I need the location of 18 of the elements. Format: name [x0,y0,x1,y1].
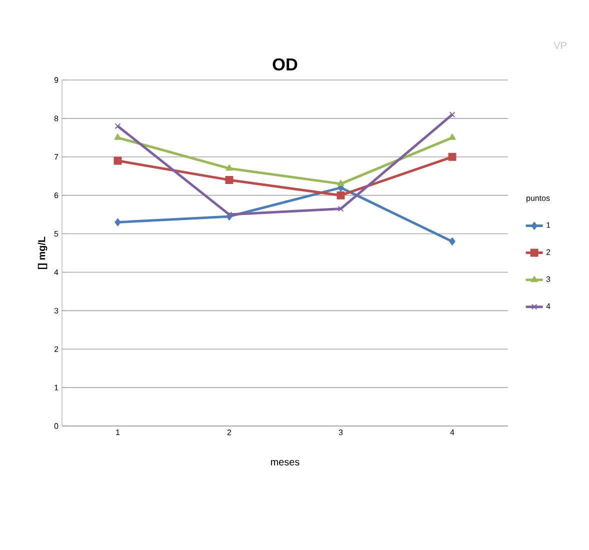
point [338,206,344,212]
point [336,191,345,200]
x-axis-title: meses [270,460,300,466]
point [225,176,234,184]
point [448,134,456,140]
text: VP [554,42,566,49]
point [114,156,122,165]
point [114,134,122,140]
point [448,152,456,161]
chart-title: OD [272,58,298,71]
point [449,112,456,118]
point [114,218,121,226]
point [337,180,344,186]
point [226,212,232,218]
point [449,237,456,246]
point [114,123,121,130]
y-axis-title: [] mg/L [38,236,48,270]
point [226,164,233,171]
